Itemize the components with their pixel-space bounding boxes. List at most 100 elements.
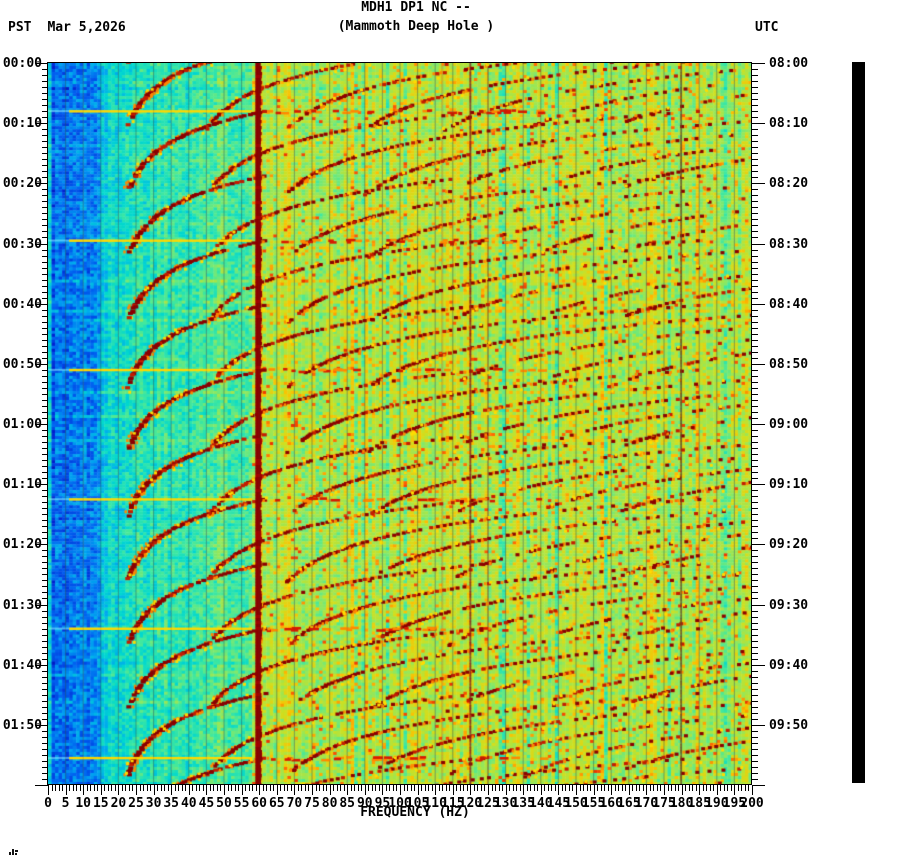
time-tick bbox=[42, 69, 48, 71]
time-tick bbox=[42, 754, 48, 756]
freq-tick bbox=[628, 785, 630, 795]
freq-tick bbox=[62, 785, 64, 791]
freq-tick-label: 165 bbox=[617, 796, 641, 811]
freq-tick bbox=[512, 785, 514, 791]
time-tick bbox=[42, 99, 48, 101]
freq-tick bbox=[706, 785, 708, 791]
time-tick bbox=[752, 243, 765, 245]
timezone-date-label: PST Mar 5,2026 bbox=[8, 20, 126, 35]
freq-tick bbox=[642, 785, 644, 791]
freq-tick bbox=[290, 785, 292, 791]
time-tick bbox=[752, 219, 758, 221]
freq-tick-label: 5 bbox=[61, 796, 70, 811]
freq-tick bbox=[737, 785, 739, 791]
freq-tick bbox=[438, 785, 440, 791]
freq-tick bbox=[76, 785, 78, 791]
plot-title: MDH1 DP1 NC -- bbox=[361, 0, 471, 15]
freq-tick-label: 60 bbox=[251, 796, 268, 811]
time-tick bbox=[42, 622, 48, 624]
freq-tick bbox=[583, 785, 585, 791]
time-tick bbox=[42, 460, 48, 462]
freq-tick bbox=[224, 785, 225, 795]
time-tick bbox=[42, 111, 48, 113]
time-tick bbox=[42, 213, 48, 215]
freq-tick bbox=[572, 785, 574, 791]
freq-tick-label: 190 bbox=[705, 796, 729, 811]
time-tick bbox=[752, 333, 758, 335]
freq-tick-label: 115 bbox=[441, 796, 465, 811]
time-tick bbox=[42, 255, 48, 257]
freq-tick bbox=[561, 785, 563, 791]
freq-tick bbox=[417, 785, 419, 795]
freq-tick bbox=[509, 785, 511, 791]
time-tick bbox=[752, 754, 758, 756]
freq-tick bbox=[604, 785, 606, 791]
time-tick bbox=[42, 730, 48, 732]
freq-tick bbox=[174, 785, 176, 791]
freq-tick-label: 135 bbox=[511, 796, 535, 811]
left-time-label: 00:20 bbox=[2, 176, 42, 192]
freq-tick bbox=[414, 785, 416, 791]
freq-tick bbox=[618, 785, 620, 791]
time-tick bbox=[42, 153, 48, 155]
time-tick bbox=[42, 652, 48, 654]
freq-tick bbox=[114, 785, 116, 791]
freq-tick bbox=[593, 785, 595, 795]
time-tick bbox=[42, 189, 48, 191]
time-tick bbox=[42, 748, 48, 750]
time-tick bbox=[752, 742, 758, 744]
time-tick bbox=[752, 785, 765, 786]
time-tick bbox=[42, 375, 48, 377]
left-time-label: 00:10 bbox=[2, 116, 42, 132]
time-tick bbox=[42, 640, 48, 642]
freq-tick bbox=[350, 785, 352, 791]
right-time-label: 09:00 bbox=[769, 417, 809, 432]
freq-tick bbox=[516, 785, 518, 791]
freq-tick bbox=[354, 785, 356, 791]
time-tick bbox=[752, 213, 758, 215]
freq-tick bbox=[276, 785, 278, 795]
time-tick bbox=[752, 688, 758, 690]
time-tick bbox=[42, 339, 48, 341]
time-tick bbox=[752, 369, 758, 371]
time-tick bbox=[752, 598, 758, 600]
right-time-label: 09:20 bbox=[769, 537, 809, 553]
right-time-label: 09:40 bbox=[769, 657, 809, 673]
time-tick bbox=[42, 706, 48, 708]
freq-tick bbox=[160, 785, 162, 791]
freq-tick bbox=[378, 785, 380, 791]
timezone-right-label: UTC bbox=[755, 20, 779, 35]
time-tick bbox=[42, 87, 48, 89]
freq-tick bbox=[319, 785, 321, 791]
time-tick bbox=[42, 742, 48, 744]
time-tick bbox=[752, 472, 758, 474]
freq-tick bbox=[326, 785, 328, 791]
time-tick bbox=[42, 514, 48, 516]
time-tick bbox=[42, 117, 48, 119]
time-tick bbox=[42, 159, 48, 161]
time-tick bbox=[752, 448, 758, 450]
time-tick bbox=[42, 381, 48, 383]
time-tick bbox=[42, 249, 48, 251]
freq-tick bbox=[269, 785, 271, 791]
right-time-label: 08:30 bbox=[769, 236, 809, 252]
freq-tick-label: 155 bbox=[581, 796, 606, 811]
time-tick bbox=[752, 177, 758, 179]
time-tick bbox=[42, 297, 48, 299]
time-tick bbox=[752, 544, 765, 546]
right-time-label: 08:20 bbox=[769, 176, 809, 192]
freq-tick bbox=[361, 785, 363, 791]
time-tick bbox=[752, 748, 758, 750]
freq-tick bbox=[664, 785, 665, 795]
freq-tick-label: 0 bbox=[44, 796, 52, 811]
time-tick bbox=[752, 724, 765, 726]
freq-tick bbox=[554, 785, 556, 791]
freq-tick bbox=[699, 785, 701, 795]
freq-tick bbox=[90, 785, 92, 791]
time-tick bbox=[752, 189, 758, 191]
time-tick bbox=[42, 327, 48, 329]
time-tick bbox=[42, 285, 48, 287]
time-tick bbox=[42, 321, 48, 323]
time-tick bbox=[42, 610, 48, 612]
